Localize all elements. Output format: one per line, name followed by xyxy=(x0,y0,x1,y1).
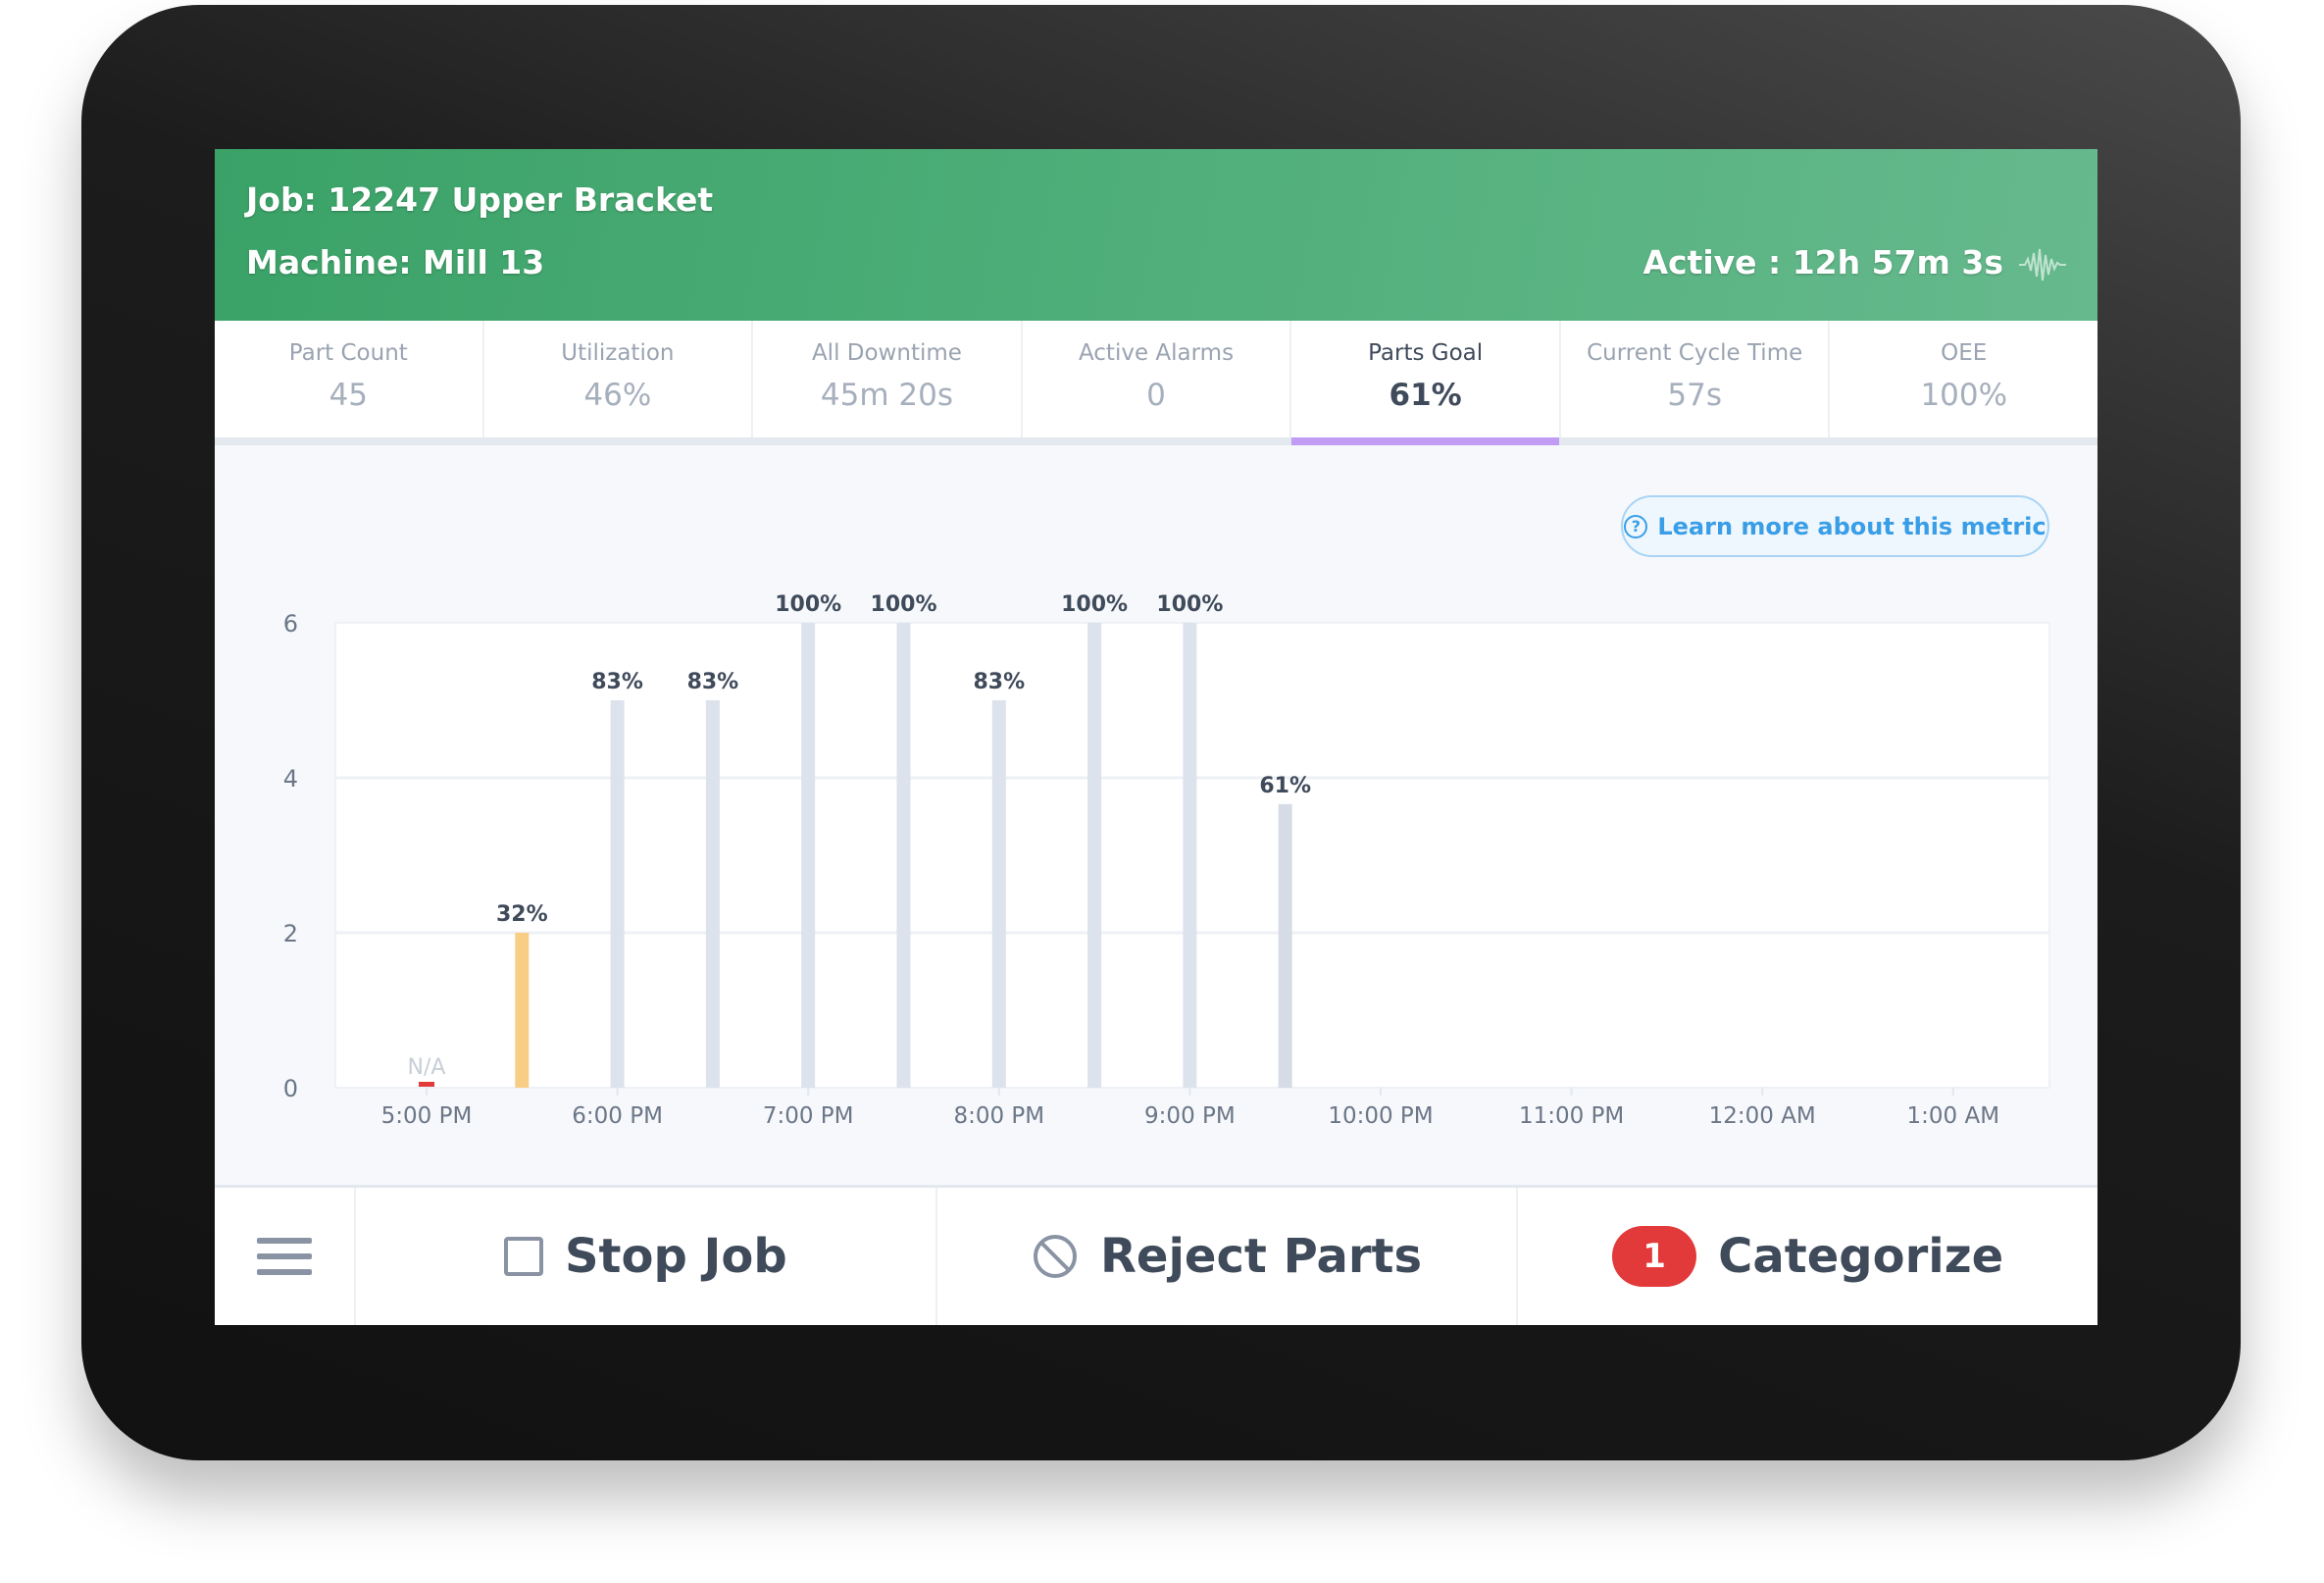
bar xyxy=(705,700,720,1088)
tab-current-cycle-time[interactable]: Current Cycle Time 57s xyxy=(1561,321,1831,437)
tab-utilization[interactable]: Utilization 46% xyxy=(484,321,754,437)
tab-all-downtime[interactable]: All Downtime 45m 20s xyxy=(753,321,1023,437)
tab-value: 45 xyxy=(328,378,369,413)
action-bar: Stop Job Reject Parts 1 Categorize xyxy=(215,1185,2097,1325)
bar-label: 83% xyxy=(973,670,1025,694)
bar xyxy=(1183,623,1197,1088)
tab-label: Parts Goal xyxy=(1368,340,1484,366)
x-tick-label: 7:00 PM xyxy=(763,1103,854,1129)
stop-job-label: Stop Job xyxy=(564,1229,787,1284)
learn-more-button[interactable]: ? Learn more about this metric xyxy=(1621,495,2049,557)
tab-value: 0 xyxy=(1146,378,1166,413)
tab-parts-goal[interactable]: Parts Goal 61% xyxy=(1291,321,1561,445)
bar xyxy=(1278,803,1292,1088)
y-tick-label: 2 xyxy=(283,920,298,947)
y-tick-label: 6 xyxy=(283,610,298,638)
job-header: Job: 12247 Upper Bracket Machine: Mill 1… xyxy=(215,149,2097,321)
tab-oee[interactable]: OEE 100% xyxy=(1830,321,2097,437)
bar-label: 100% xyxy=(1156,592,1223,617)
bar-label: 83% xyxy=(591,670,643,694)
tab-part-count[interactable]: Part Count 45 xyxy=(215,321,484,437)
categorize-count-badge: 1 xyxy=(1612,1226,1697,1287)
bar xyxy=(801,623,816,1088)
bar-label: 100% xyxy=(1061,592,1128,617)
screen: Job: 12247 Upper Bracket Machine: Mill 1… xyxy=(215,149,2097,1325)
bar xyxy=(515,933,530,1088)
bar-label: 100% xyxy=(775,592,841,617)
metric-tabs: Part Count 45 Utilization 46% All Downtime 45… xyxy=(215,321,2097,445)
stop-icon xyxy=(503,1237,543,1276)
y-tick-label: 0 xyxy=(283,1075,298,1102)
job-title: Job: 12247 Upper Bracket xyxy=(246,180,714,219)
y-tick-label: 4 xyxy=(283,765,298,792)
active-timer: Active : 12h 57m 3s xyxy=(1642,243,2003,281)
tab-value: 61% xyxy=(1389,378,1462,413)
categorize-button[interactable]: 1 Categorize xyxy=(1518,1188,2097,1325)
x-tick-label: 8:00 PM xyxy=(953,1103,1044,1129)
stop-job-button[interactable]: Stop Job xyxy=(356,1188,937,1325)
tab-active-alarms[interactable]: Active Alarms 0 xyxy=(1023,321,1292,437)
learn-more-label: Learn more about this metric xyxy=(1657,512,2046,540)
bar xyxy=(610,700,625,1088)
bar-label: 61% xyxy=(1259,774,1311,798)
machine-name: Machine: Mill 13 xyxy=(246,243,545,281)
x-tick-label: 6:00 PM xyxy=(572,1103,663,1129)
bar-empty-marker xyxy=(419,1082,434,1087)
bar xyxy=(1087,623,1102,1088)
bar xyxy=(896,623,911,1088)
tab-label: All Downtime xyxy=(811,340,962,366)
categorize-label: Categorize xyxy=(1718,1229,2004,1284)
parts-goal-chart: 0 2 4 6 5:00 PM 6:00 PM 7:00 PM 8:00 PM 9:00 PM 1… xyxy=(283,592,2050,1129)
tab-value: 46% xyxy=(583,378,652,413)
reject-parts-label: Reject Parts xyxy=(1099,1229,1423,1284)
bar-label: 100% xyxy=(871,592,937,617)
menu-button[interactable] xyxy=(215,1188,356,1325)
tab-value: 57s xyxy=(1667,378,1722,413)
waveform-icon xyxy=(2019,248,2066,281)
prohibited-icon xyxy=(1033,1235,1077,1278)
bar xyxy=(991,700,1006,1088)
question-icon: ? xyxy=(1624,514,1648,538)
tab-label: Part Count xyxy=(288,340,408,366)
x-tick-label: 9:00 PM xyxy=(1144,1103,1236,1129)
x-tick-label: 1:00 AM xyxy=(1907,1103,2000,1129)
tab-label: Current Cycle Time xyxy=(1587,340,1803,366)
tab-label: OEE xyxy=(1941,340,1988,366)
hamburger-line xyxy=(257,1253,312,1259)
tab-label: Utilization xyxy=(561,340,675,366)
hamburger-icon xyxy=(257,1238,312,1244)
x-tick-label: 11:00 PM xyxy=(1519,1103,1624,1129)
x-tick-label: 12:00 AM xyxy=(1709,1103,1816,1129)
x-tick-label: 10:00 PM xyxy=(1328,1103,1433,1129)
tab-value: 45m 20s xyxy=(820,378,953,413)
bar-label: N/A xyxy=(408,1055,446,1080)
tab-label: Active Alarms xyxy=(1078,340,1235,366)
x-tick-label: 5:00 PM xyxy=(381,1103,473,1129)
hamburger-line xyxy=(257,1269,312,1275)
reject-parts-button[interactable]: Reject Parts xyxy=(937,1188,1519,1325)
tab-value: 100% xyxy=(1920,378,2008,413)
bar-label: 83% xyxy=(687,670,739,694)
bar-label: 32% xyxy=(496,902,548,927)
